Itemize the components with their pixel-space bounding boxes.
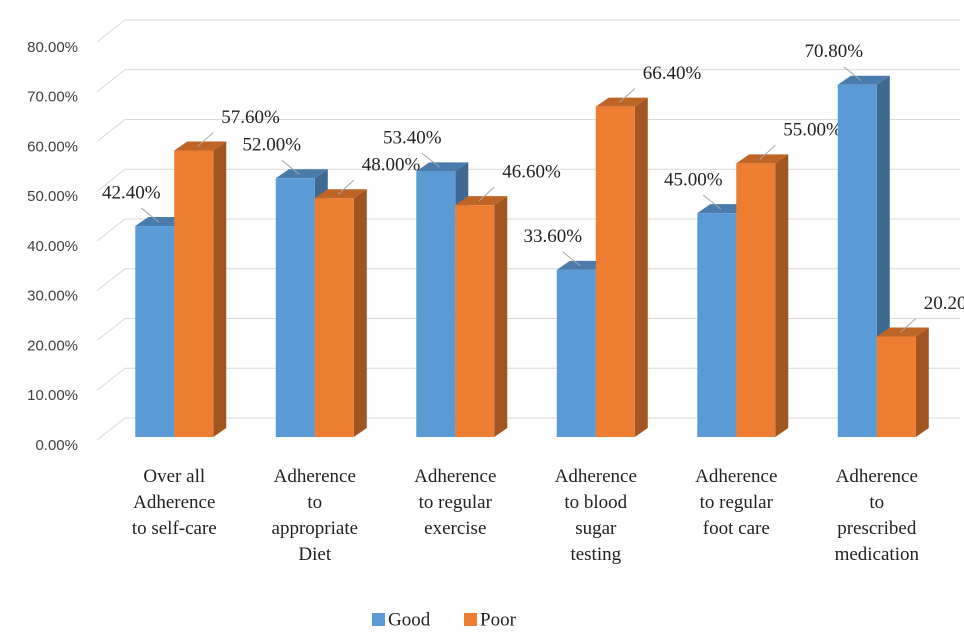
legend-swatch — [372, 613, 385, 626]
bar-front — [314, 198, 354, 437]
legend-swatch — [464, 613, 477, 626]
bar-front — [135, 226, 175, 437]
data-label: 66.40% — [643, 63, 702, 84]
bar-top — [736, 154, 789, 164]
bar-top — [595, 97, 648, 107]
bar-top — [455, 196, 508, 206]
x-tick-label: Adherence to prescribed medication — [835, 466, 920, 565]
bar-side — [915, 327, 929, 437]
bar — [736, 154, 789, 437]
bar-front — [697, 213, 737, 437]
y-tick-label: 0.00% — [35, 437, 78, 454]
bar-front — [416, 171, 456, 437]
bar — [314, 189, 367, 437]
data-label: 70.80% — [804, 41, 863, 62]
leader-line — [843, 66, 862, 82]
bar-front — [736, 163, 776, 437]
y-tick-label: 30.00% — [27, 288, 78, 305]
grid-line — [96, 268, 960, 292]
leader-line — [281, 159, 300, 175]
data-label: 52.00% — [242, 135, 301, 156]
leader-line — [702, 194, 722, 210]
x-tick-label: Adherence to blood sugar testing — [555, 466, 637, 565]
bar-top — [837, 75, 890, 85]
y-tick-label: 20.00% — [27, 337, 78, 354]
legend-label: Poor — [480, 609, 517, 630]
y-tick-label: 10.00% — [27, 387, 78, 404]
bar — [174, 141, 227, 437]
bar-top — [416, 162, 469, 172]
leader-line — [562, 251, 581, 267]
data-label: 57.60% — [221, 107, 280, 128]
leader-line — [899, 318, 917, 333]
grid-line — [96, 318, 960, 341]
bar-top — [275, 169, 328, 179]
y-tick-label: 60.00% — [27, 138, 78, 155]
leader-line — [759, 145, 776, 160]
bar — [876, 327, 929, 437]
bar — [455, 196, 508, 437]
x-tick-label: Over all Adherence to self-care — [132, 466, 217, 539]
grid-line — [96, 417, 960, 441]
bar-front — [595, 106, 635, 437]
bar-side — [494, 196, 508, 437]
leader-line — [478, 186, 495, 202]
bar-front — [556, 269, 596, 437]
data-label: 20.20% — [924, 293, 964, 314]
y-tick-label: 40.00% — [27, 238, 78, 255]
data-label: 33.60% — [523, 226, 582, 247]
grid-line — [96, 218, 960, 242]
x-tick-label: Adherence to appropriate Diet — [272, 466, 359, 565]
bar-front — [876, 336, 916, 437]
grid-line — [96, 168, 960, 192]
bar-front — [275, 178, 315, 438]
bar — [837, 75, 890, 438]
bar — [595, 97, 648, 437]
leader-line — [140, 207, 160, 223]
bar-front — [174, 150, 214, 437]
bar-top — [876, 327, 929, 337]
bar-side — [634, 97, 648, 437]
grid-line — [96, 367, 960, 391]
data-label: 55.00% — [783, 120, 842, 141]
bar-top — [174, 141, 227, 151]
grid-line — [96, 19, 960, 43]
legend-label: Good — [388, 609, 431, 630]
y-tick-label: 70.00% — [27, 89, 78, 106]
data-label: 46.60% — [502, 162, 561, 183]
x-tick-label: Adherence to regular exercise — [414, 466, 496, 539]
bar-top — [314, 189, 367, 199]
data-label: 53.40% — [383, 128, 442, 149]
leader-line — [337, 179, 355, 195]
x-tick-label: Adherence to regular foot care — [695, 466, 777, 539]
data-label: 45.00% — [664, 169, 723, 190]
y-tick-label: 50.00% — [27, 188, 78, 205]
bar-front — [837, 84, 877, 438]
bar-front — [455, 205, 495, 437]
leader-line — [197, 132, 214, 147]
leader-line — [618, 88, 636, 104]
bar-side — [353, 189, 367, 437]
bar-side — [213, 141, 227, 437]
grid-line — [96, 119, 960, 142]
grid-line — [96, 69, 960, 93]
data-label: 48.00% — [362, 155, 421, 176]
leader-line — [421, 152, 441, 168]
y-tick-label: 80.00% — [27, 39, 78, 56]
bar-side — [775, 154, 789, 437]
data-label: 42.40% — [102, 182, 161, 203]
